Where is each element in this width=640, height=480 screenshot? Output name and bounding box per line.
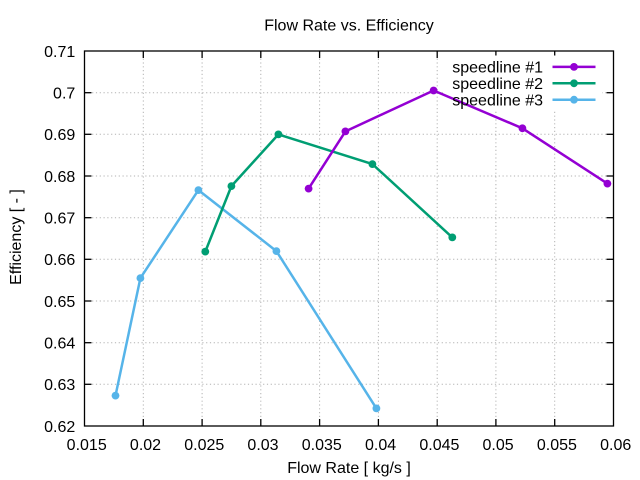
svg-text:0.68: 0.68 (44, 169, 75, 186)
svg-text:0.71: 0.71 (44, 44, 75, 61)
svg-text:speedline #1: speedline #1 (452, 60, 543, 77)
svg-text:Efficiency [ - ]: Efficiency [ - ] (8, 189, 25, 285)
svg-text:0.7: 0.7 (53, 86, 75, 103)
svg-text:0.03: 0.03 (247, 437, 278, 454)
svg-text:Flow Rate vs. Efficiency: Flow Rate vs. Efficiency (264, 18, 434, 35)
svg-text:0.035: 0.035 (302, 437, 342, 454)
svg-text:0.67: 0.67 (44, 211, 75, 228)
svg-text:0.64: 0.64 (44, 336, 75, 353)
svg-text:0.06: 0.06 (600, 437, 631, 454)
svg-text:speedline #2: speedline #2 (452, 76, 543, 93)
svg-text:0.025: 0.025 (184, 437, 224, 454)
svg-text:0.62: 0.62 (44, 419, 75, 436)
svg-text:0.05: 0.05 (483, 437, 514, 454)
svg-text:speedline #3: speedline #3 (452, 92, 543, 109)
svg-text:Flow Rate [ kg/s ]: Flow Rate [ kg/s ] (287, 460, 411, 477)
svg-text:0.055: 0.055 (537, 437, 577, 454)
svg-text:0.63: 0.63 (44, 377, 75, 394)
svg-text:0.69: 0.69 (44, 127, 75, 144)
svg-text:0.02: 0.02 (130, 437, 161, 454)
svg-text:0.045: 0.045 (419, 437, 459, 454)
svg-text:0.66: 0.66 (44, 252, 75, 269)
svg-text:0.04: 0.04 (365, 437, 396, 454)
svg-text:0.015: 0.015 (67, 437, 107, 454)
svg-text:0.65: 0.65 (44, 294, 75, 311)
